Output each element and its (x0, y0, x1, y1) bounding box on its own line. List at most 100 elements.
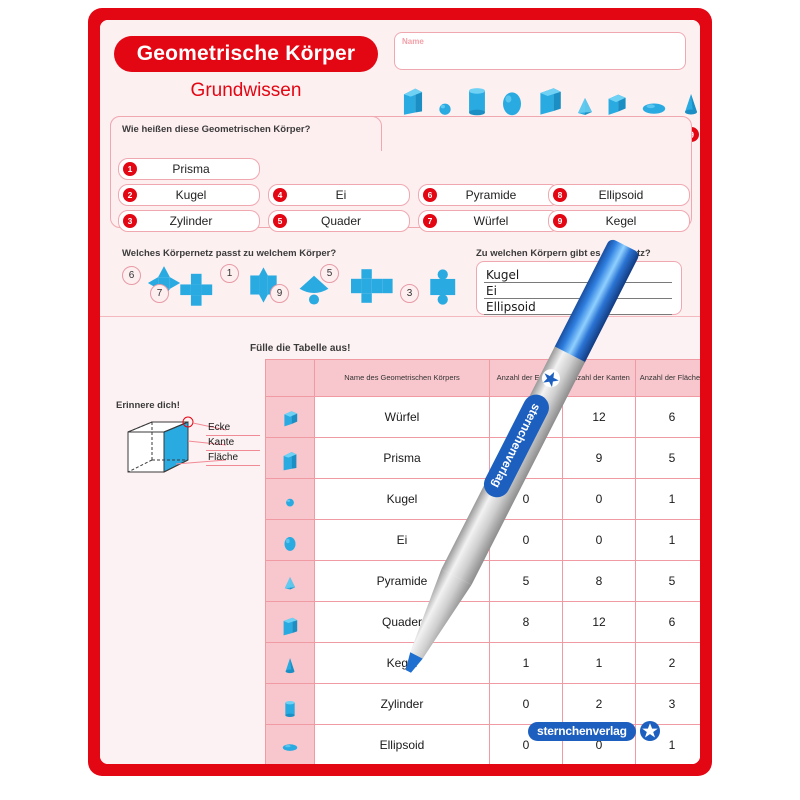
answer-item-3[interactable]: 3 Zylinder (118, 210, 260, 232)
remember-title: Erinnere dich! (116, 400, 180, 411)
publisher-logo: sternchenverlag (528, 720, 678, 742)
table-cell-cube-icon (265, 396, 315, 438)
table-cell-name[interactable]: Zylinder (314, 683, 490, 725)
answer-text-7: Würfel (473, 214, 509, 228)
table-cell-ecken[interactable]: 0 (489, 683, 563, 725)
table-cell-ecken[interactable]: 8 (489, 601, 563, 643)
shapes-table: Name des Geometrischen Körpers Anzahl der… (265, 359, 700, 764)
table-cell-flaechen[interactable]: 5 (635, 560, 700, 602)
table-cell-name[interactable]: Ellipsoid (314, 724, 490, 764)
net-answer-circle-1[interactable]: 1 (220, 264, 239, 283)
table-cell-flaechen[interactable]: 6 (635, 396, 700, 438)
net-answer-circle-5[interactable]: 5 (320, 264, 339, 283)
table-cell-ecken[interactable]: 5 (489, 560, 563, 602)
no-net-line-1 (484, 282, 672, 283)
shape-cuboid-icon (532, 67, 568, 122)
answer-item-4[interactable]: 4 Ei (268, 184, 410, 206)
table-title: Fülle die Tabelle aus! (250, 343, 351, 354)
no-net-line-2 (484, 298, 672, 299)
table-header-5: Anzahl der Flächen (635, 359, 700, 397)
star-logo-icon (639, 721, 660, 741)
table-cell-flaechen[interactable]: 1 (635, 519, 700, 561)
table-row: Ei 0 0 1 (265, 519, 700, 561)
shape-cone-icon (676, 77, 700, 122)
answer-item-8[interactable]: 8 Ellipsoid (548, 184, 690, 206)
table-cell-ecken[interactable]: 8 (489, 396, 563, 438)
answer-item-6[interactable]: 6 Pyramide (418, 184, 560, 206)
net-answer-circle-7[interactable]: 7 (150, 284, 169, 303)
name-input[interactable] (394, 32, 686, 70)
table-cell-name[interactable]: Pyramide (314, 560, 490, 602)
answer-number-9: 9 (553, 214, 567, 228)
table-cell-name[interactable]: Prisma (314, 437, 490, 479)
no-net-answer-2: Ei (486, 284, 497, 298)
table-cell-kanten[interactable]: 2 (562, 683, 636, 725)
table-cell-name[interactable]: Würfel (314, 396, 490, 438)
table-cell-kanten[interactable]: 0 (562, 478, 636, 520)
table-cell-kanten[interactable]: 1 (562, 642, 636, 684)
worksheet-sheet: Geometrische Körper Grundwissen Name 123… (100, 20, 700, 764)
table-cell-kanten[interactable]: 0 (562, 519, 636, 561)
table-cell-kanten[interactable]: 9 (562, 437, 636, 479)
table-row: Zylinder 0 2 3 (265, 683, 700, 725)
table-row: Kegel 1 1 2 (265, 642, 700, 684)
table-cell-prism-icon (265, 437, 315, 479)
table-cell-flaechen[interactable]: 1 (635, 478, 700, 520)
table-cell-flaechen[interactable]: 3 (635, 683, 700, 725)
label-kante: Kante (208, 437, 235, 448)
table-cell-cylinder-icon (265, 683, 315, 725)
section-divider (100, 316, 700, 317)
answer-item-7[interactable]: 7 Würfel (418, 210, 560, 232)
shape-egg-icon (494, 73, 530, 122)
prism-net-icon (240, 262, 284, 313)
remember-cube-diagram: Ecke Kante Fläche (118, 414, 268, 484)
table-cell-ecken[interactable]: 0 (489, 478, 563, 520)
net-answer-circle-6[interactable]: 6 (122, 266, 141, 285)
no-net-answer-1: Kugel (486, 268, 520, 282)
table-cell-flaechen[interactable]: 5 (635, 437, 700, 479)
answer-number-4: 4 (273, 188, 287, 202)
shape-sphere-icon (432, 85, 458, 122)
cone-net-icon (292, 270, 336, 311)
answer-number-3: 3 (123, 214, 137, 228)
answer-text-5: Quader (320, 214, 362, 228)
answer-item-5[interactable]: 5 Quader (268, 210, 410, 232)
name-label: Name (402, 37, 424, 46)
net-answer-circle-3[interactable]: 3 (400, 284, 419, 303)
net-answer-circle-9[interactable]: 9 (270, 284, 289, 303)
answer-number-2: 2 (123, 188, 137, 202)
table-cell-ecken[interactable]: 6 (489, 437, 563, 479)
shape-cube-icon (600, 83, 632, 122)
question1-label: Wie heißen diese Geometrischen Körper? (122, 124, 311, 135)
answer-item-2[interactable]: 2 Kugel (118, 184, 260, 206)
table-cell-kanten[interactable]: 12 (562, 396, 636, 438)
table-cell-pyramid-icon (265, 560, 315, 602)
table-cell-name[interactable]: Kugel (314, 478, 490, 520)
table-cell-ecken[interactable]: 0 (489, 519, 563, 561)
table-header-2: Name des Geometrischen Körpers (314, 359, 490, 397)
shape-pyramid-icon (570, 85, 600, 122)
table-row: Würfel 8 12 6 (265, 396, 700, 438)
table-cell-flaechen[interactable]: 6 (635, 601, 700, 643)
answer-text-2: Kugel (175, 188, 207, 202)
table-cell-cuboid-icon (265, 601, 315, 643)
answer-text-1: Prisma (172, 162, 210, 176)
answer-item-9[interactable]: 9 Kegel (548, 210, 690, 232)
table-cell-kanten[interactable]: 12 (562, 601, 636, 643)
no-net-line-3 (484, 314, 672, 315)
label-kante-underline (206, 450, 260, 451)
table-header-1 (265, 359, 315, 397)
label-ecke-underline (206, 435, 260, 436)
table-cell-name[interactable]: Ei (314, 519, 490, 561)
table-cell-cone-icon (265, 642, 315, 684)
page-title-text: Geometrische Körper (136, 42, 356, 65)
table-cell-egg-icon (265, 519, 315, 561)
table-cell-flaechen[interactable]: 2 (635, 642, 700, 684)
table-cell-ecken[interactable]: 1 (489, 642, 563, 684)
answer-item-1[interactable]: 1 Prisma (118, 158, 260, 180)
table-cell-name[interactable]: Kegel (314, 642, 490, 684)
table-row: Kugel 0 0 1 (265, 478, 700, 520)
table-cell-kanten[interactable]: 8 (562, 560, 636, 602)
table-cell-name[interactable]: Quader (314, 601, 490, 643)
